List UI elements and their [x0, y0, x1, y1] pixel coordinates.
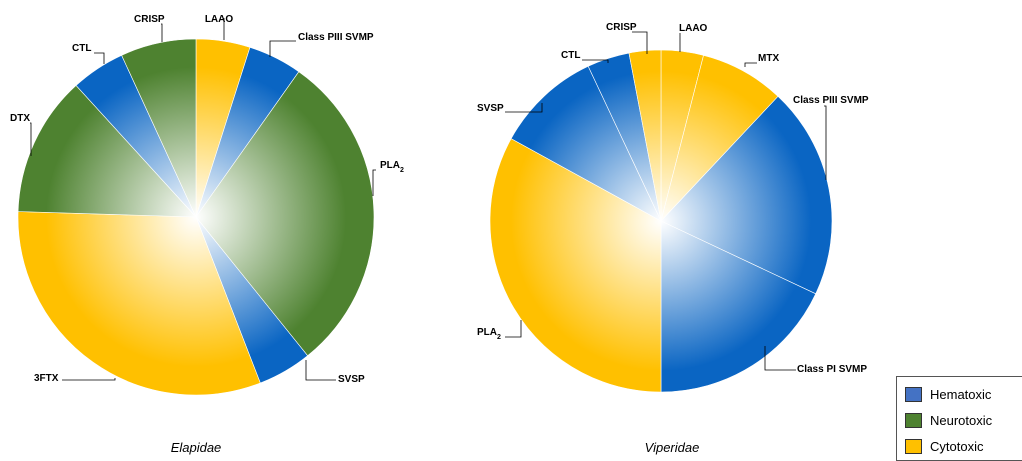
elapidae-label-class-piii-svmp: Class PIII SVMP	[298, 32, 374, 43]
viperidae-label-crisp: CRISP	[606, 22, 637, 33]
viperidae-label-class-piii-svmp: Class PIII SVMP	[793, 95, 869, 106]
elapidae-slice-3ftx	[17, 211, 261, 396]
viperidae-leader-class-pi-svmp	[764, 346, 796, 371]
viperidae-slice-class-pi-svmp	[660, 220, 817, 393]
viperidae-pie: LAAO MTX Class PIII SVMP Class PI SVMP PLA2 S…	[477, 22, 869, 393]
viperidae-leader-svsp	[505, 103, 543, 113]
viperidae-slice-svsp	[510, 65, 662, 222]
viperidae-label-pla2: PLA2	[477, 327, 501, 341]
viperidae-leader-class-piii-svmp	[824, 105, 827, 180]
viperidae-label-svsp: SVSP	[477, 103, 504, 114]
elapidae-label-3ftx: 3FTX	[34, 373, 59, 384]
viperidae-slice-class-piii-svmp	[660, 95, 833, 295]
elapidae-label-dtx: DTX	[10, 113, 30, 124]
legend-item-hematoxic: Hematoxic	[905, 385, 991, 403]
viperidae-leader-mtx	[744, 62, 757, 67]
legend-label-hematoxic: Hematoxic	[930, 386, 992, 402]
elapidae-leader-dtx	[30, 122, 32, 156]
elapidae-pie: LAAO Class PIII SVMP PLA2 SVSP 3FTX DTX CTL CRI…	[10, 14, 404, 396]
elapidae-leader-ctl	[94, 52, 105, 64]
elapidae-leader-svsp	[305, 360, 336, 381]
elapidae-label-pla2: PLA2	[380, 160, 404, 174]
elapidae-slice-dtx	[17, 85, 197, 218]
elapidae-label-laao: LAAO	[205, 14, 234, 25]
viperidae-leader-pla2	[505, 320, 522, 338]
legend-swatch-cytotoxic	[905, 438, 922, 454]
elapidae-label-ctl: CTL	[72, 43, 91, 54]
legend-item-neurotoxic: Neurotoxic	[905, 411, 992, 429]
elapidae-caption: Elapidae	[171, 440, 222, 455]
elapidae-label-crisp: CRISP	[134, 14, 165, 25]
viperidae-label-class-pi-svmp: Class PI SVMP	[797, 364, 867, 375]
viperidae-leader-ctl	[582, 59, 609, 63]
viperidae-label-laao: LAAO	[679, 23, 708, 34]
legend-swatch-neurotoxic	[905, 412, 922, 428]
elapidae-leader-pla2	[372, 169, 376, 196]
viperidae-leader-crisp	[632, 31, 648, 54]
elapidae-slice-pla2	[195, 71, 375, 357]
legend-label-neurotoxic: Neurotoxic	[930, 412, 993, 428]
elapidae-label-svsp: SVSP	[338, 374, 365, 385]
legend-item-cytotoxic: Cytotoxic	[905, 437, 983, 455]
viperidae-label-ctl: CTL	[561, 50, 580, 61]
elapidae-leader-crisp	[161, 23, 163, 42]
legend: Hematoxic Neurotoxic Cytotoxic	[896, 376, 1022, 461]
elapidae-slice-crisp	[121, 38, 197, 218]
viperidae-label-mtx: MTX	[758, 53, 779, 64]
viperidae-caption: Viperidae	[645, 440, 700, 455]
legend-label-cytotoxic: Cytotoxic	[930, 438, 984, 454]
elapidae-leader-3ftx	[62, 378, 116, 381]
elapidae-leader-class-piii-svmp	[269, 40, 296, 57]
legend-swatch-hematoxic	[905, 386, 922, 402]
viperidae-slice-pla2	[489, 138, 662, 393]
viperidae-slice-crisp	[628, 49, 662, 222]
